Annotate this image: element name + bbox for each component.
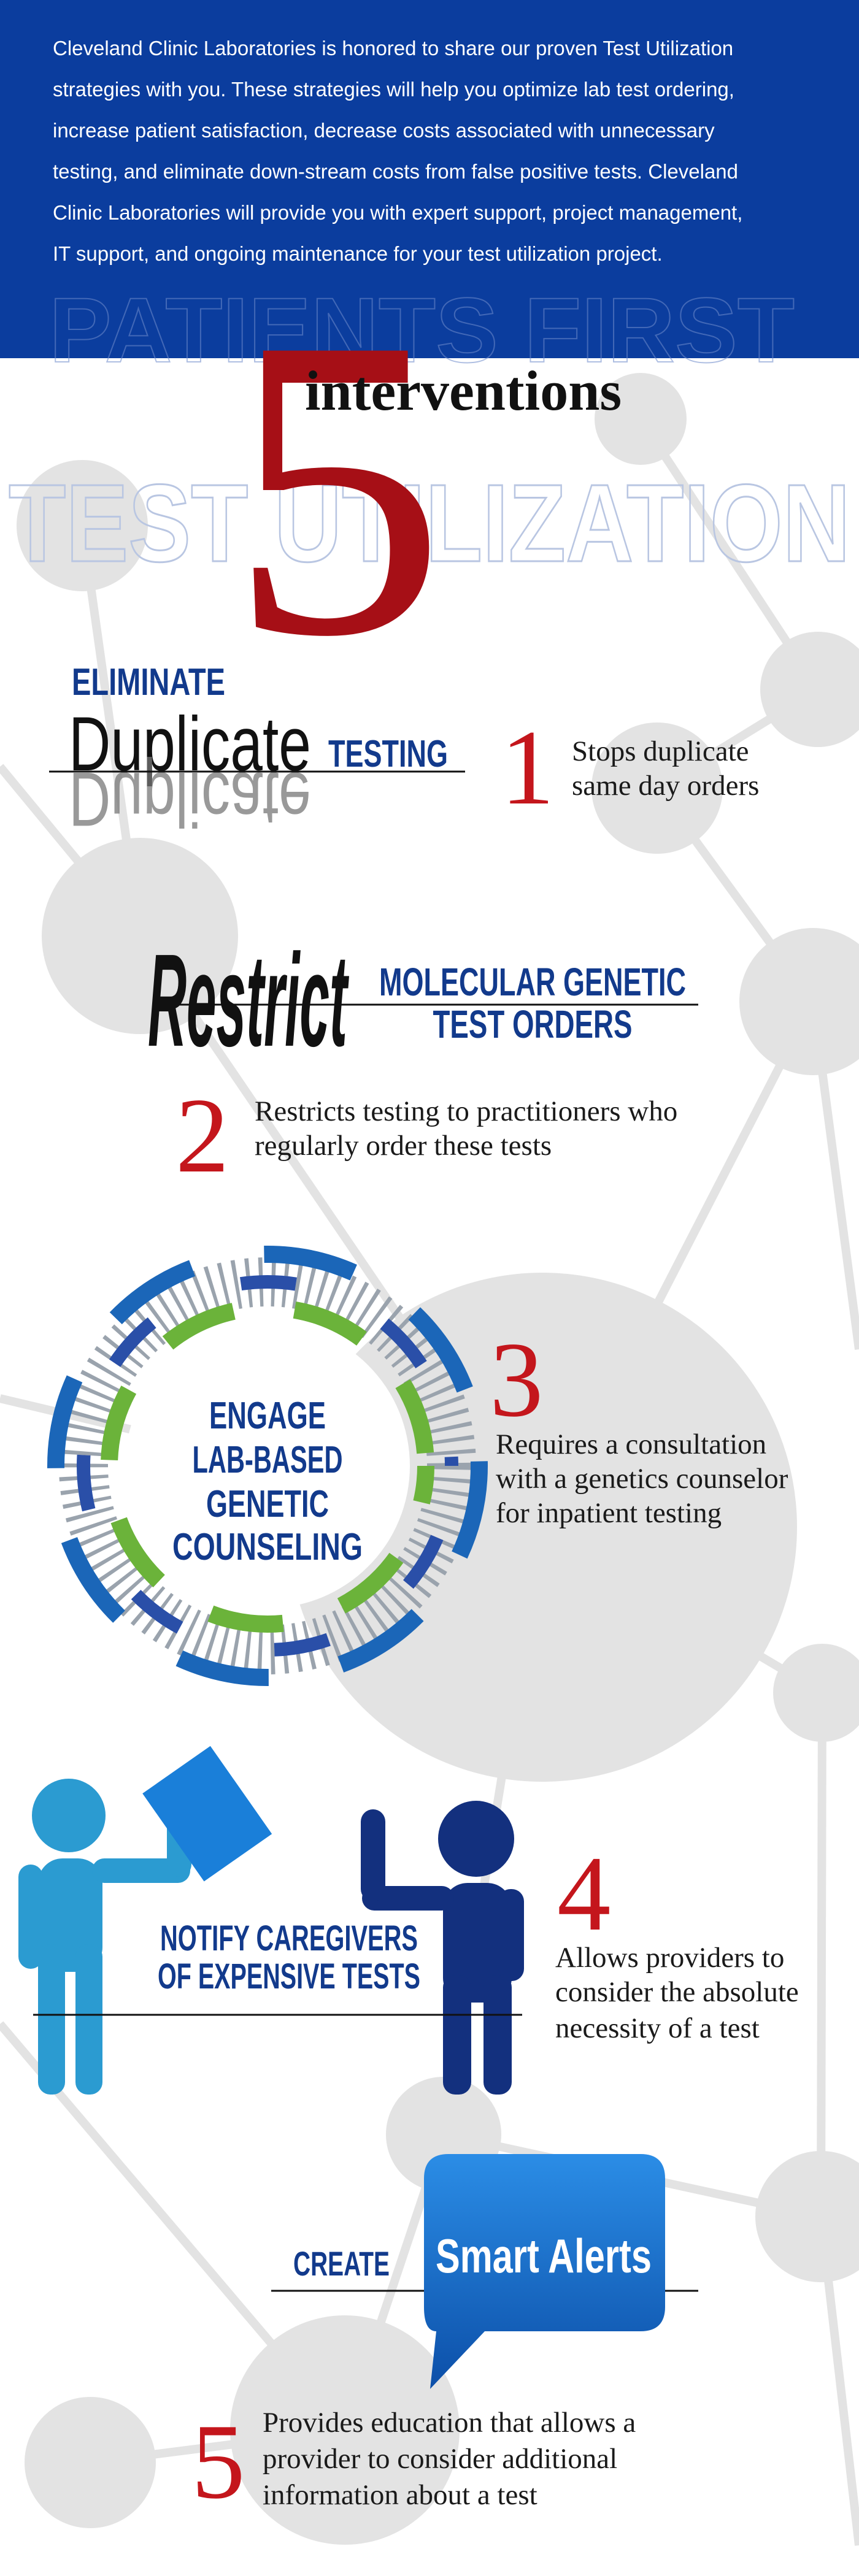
person-arm (92, 1858, 190, 1883)
person-arm (498, 1889, 524, 1981)
description-line: for inpatient testing (496, 1497, 722, 1529)
description-line: with a genetics counselor (496, 1463, 788, 1495)
description-line: necessity of a test (555, 2012, 760, 2044)
person-left (18, 1779, 191, 2095)
network-node (755, 2151, 859, 2282)
heading: TEST ORDERS (433, 1002, 633, 1046)
description-line: Restricts testing to practitioners who (255, 1095, 677, 1127)
intro-line: strategies with you. These strategies wi… (53, 78, 734, 101)
intro-text: Cleveland Clinic Laboratories is honored… (53, 37, 742, 265)
person-leg (483, 1975, 512, 2095)
description-line: consider the absolute (555, 1976, 799, 2008)
intro-line: IT support, and ongoing maintenance for … (53, 242, 663, 265)
person-head (438, 1801, 514, 1877)
intervention-number: 5 (191, 2402, 245, 2521)
headline-number: 5 (228, 250, 446, 725)
person-arm (361, 1809, 385, 1901)
heading: GENETIC (206, 1483, 329, 1525)
heading: Restrict (148, 926, 349, 1074)
dna-strand (47, 1246, 488, 1686)
network-node (739, 928, 859, 1075)
heading: CREATE (293, 2244, 390, 2283)
network-node (230, 2315, 460, 2545)
heading: Smart Alerts (436, 2229, 652, 2283)
network-node (595, 373, 687, 465)
heading: OF EXPENSIVE TESTS (158, 1957, 420, 1996)
description-line: Allows providers to (555, 1942, 784, 1974)
person-body (443, 1883, 512, 2003)
intervention-number: 2 (175, 1076, 229, 1195)
person-right (361, 1801, 524, 2095)
description-line: information about a test (263, 2479, 537, 2511)
watermark: PATIENTS FIRST (49, 278, 795, 381)
description-line: same day orders (572, 770, 759, 802)
intervention-5: CREATE Smart Alerts 5 Provides education… (191, 2154, 698, 2521)
intervention-3: ENGAGE LAB-BASED GENETIC COUNSELING 3 Re… (47, 1246, 788, 1686)
network-node (760, 632, 859, 747)
dna-ring (47, 1246, 488, 1686)
heading: Duplicate (69, 702, 311, 787)
person-leg (443, 1975, 471, 2095)
intervention-1: ELIMINATE Duplicate Duplicate TESTING 1 … (49, 661, 759, 841)
intro-line: increase patient satisfaction, decrease … (53, 119, 715, 142)
description-line: Requires a consultation (496, 1428, 766, 1460)
heading: COUNSELING (172, 1526, 363, 1568)
person-arm (362, 1886, 454, 1911)
dna-strand (101, 1299, 434, 1633)
intro-line: Cleveland Clinic Laboratories is honored… (53, 37, 733, 59)
heading: LAB-BASED (193, 1439, 343, 1481)
intervention-number: 3 (490, 1320, 544, 1439)
speech-bubble (424, 2154, 665, 2389)
intervention-2: Restrict MOLECULAR GENETIC TEST ORDERS 2… (148, 926, 698, 1195)
person-arm (18, 1865, 43, 1969)
network-line (817, 1692, 826, 2217)
network-node (42, 838, 238, 1034)
headline-word: interventions (305, 359, 622, 422)
network-node (17, 460, 148, 591)
dna-strand (77, 1275, 458, 1657)
intervention-number: 1 (501, 708, 555, 827)
person-leg (38, 1944, 65, 2095)
person-leg (75, 1944, 102, 2095)
description-line: Stops duplicate (572, 735, 749, 767)
header-band (0, 0, 859, 358)
document (142, 1746, 272, 1882)
description-line: provider to consider additional (263, 2443, 617, 2475)
dna-center (125, 1324, 410, 1608)
heading: ENGAGE (209, 1395, 326, 1437)
network-node (25, 2397, 156, 2528)
network-node (773, 1644, 859, 1742)
heading: NOTIFY CAREGIVERS (160, 1919, 418, 1958)
person-body (38, 1858, 102, 1972)
person-head (32, 1779, 106, 1852)
intro-line: Clinic Laboratories will provide you wit… (53, 201, 742, 224)
heading-reflection: Duplicate (69, 756, 311, 841)
description-line: Provides education that allows a (263, 2407, 636, 2439)
description-line: regularly order these tests (255, 1130, 552, 1162)
intervention-number: 4 (557, 1834, 611, 1953)
heading: ELIMINATE (72, 661, 225, 703)
heading: MOLECULAR GENETIC (379, 960, 686, 1004)
network-node (591, 723, 723, 854)
watermark: TEST UTILIZATION (9, 462, 850, 585)
heading: TESTING (328, 733, 448, 775)
intro-line: testing, and eliminate down-stream costs… (53, 160, 738, 183)
intervention-4: NOTIFY CAREGIVERS OF EXPENSIVE TESTS 4 A… (18, 1746, 799, 2095)
